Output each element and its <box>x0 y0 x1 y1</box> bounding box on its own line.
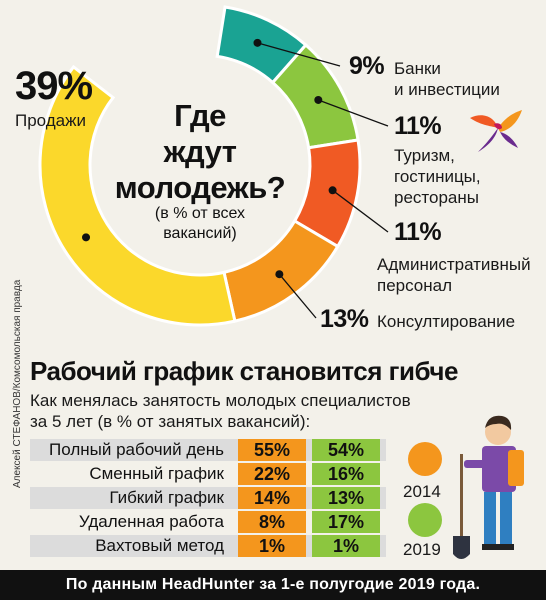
source-footer: По данным HeadHunter за 1-е полугодие 20… <box>0 570 546 600</box>
tourism-pct: 11% <box>394 112 442 140</box>
tourism-label: Туризм, гостиницы, рестораны <box>394 146 481 207</box>
schedule-section-subtitle: Как менялась занятость молодых специалис… <box>30 391 411 431</box>
legend-label-2019: 2019 <box>403 540 441 559</box>
banks-pct: 9% <box>349 52 385 80</box>
value-2014: 22% <box>238 463 306 485</box>
row-label: Гибкий график <box>109 488 224 507</box>
value-2019: 54% <box>312 439 380 461</box>
slice-leader-line <box>332 189 389 233</box>
value-2014: 8% <box>238 511 306 533</box>
row-label: Вахтовый метод <box>95 536 224 555</box>
value-2019: 17% <box>312 511 380 533</box>
value-2014: 1% <box>238 535 306 557</box>
admin-label: Административный персонал <box>377 255 531 295</box>
legend-swatch-2019 <box>408 503 442 537</box>
value-2019: 1% <box>312 535 380 557</box>
donut-chart <box>38 5 389 327</box>
table-row: Сменный график 22% 16% <box>30 463 386 485</box>
schedule-table: Полный рабочий день 55% 54% Сменный граф… <box>30 439 386 559</box>
value-2014: 14% <box>238 487 306 509</box>
donut-slice <box>38 64 237 327</box>
value-2019: 13% <box>312 487 380 509</box>
table-row: Гибкий график 14% 13% <box>30 487 386 509</box>
author-credit: Алексей СТЕФАНОВ/Комсомольская правда <box>12 279 23 488</box>
value-2014: 55% <box>238 439 306 461</box>
donut-title: Где ждут молодежь? <box>114 98 286 205</box>
consult-pct: 13% <box>320 305 369 333</box>
table-row: Удаленная работа 8% 17% <box>30 511 386 533</box>
banks-label: Банки и инвестиции <box>394 59 500 99</box>
legend-swatch-2014 <box>408 442 442 476</box>
table-row: Вахтовый метод 1% 1% <box>30 535 386 557</box>
bird-logo-icon <box>470 110 522 152</box>
worker-with-shovel-illustration <box>453 415 524 559</box>
sales-pct: 39% <box>15 64 93 108</box>
legend-label-2014: 2014 <box>403 482 441 501</box>
slice-leader-line <box>278 273 317 319</box>
slice-marker-dot <box>82 233 91 242</box>
row-label: Удаленная работа <box>78 512 224 531</box>
value-2019: 16% <box>312 463 380 485</box>
sales-label: Продажи <box>15 111 86 130</box>
slice-leader-line <box>257 42 341 67</box>
slice-leader-line <box>318 99 389 127</box>
schedule-section-title: Рабочий график становится гибче <box>30 356 458 386</box>
admin-pct: 11% <box>394 218 442 246</box>
donut-subtitle: (в % от всех вакансий) <box>154 205 246 242</box>
table-row: Полный рабочий день 55% 54% <box>30 439 386 461</box>
row-label: Сменный график <box>89 464 224 483</box>
row-label: Полный рабочий день <box>49 440 224 459</box>
consult-label: Консултирование <box>377 312 516 331</box>
